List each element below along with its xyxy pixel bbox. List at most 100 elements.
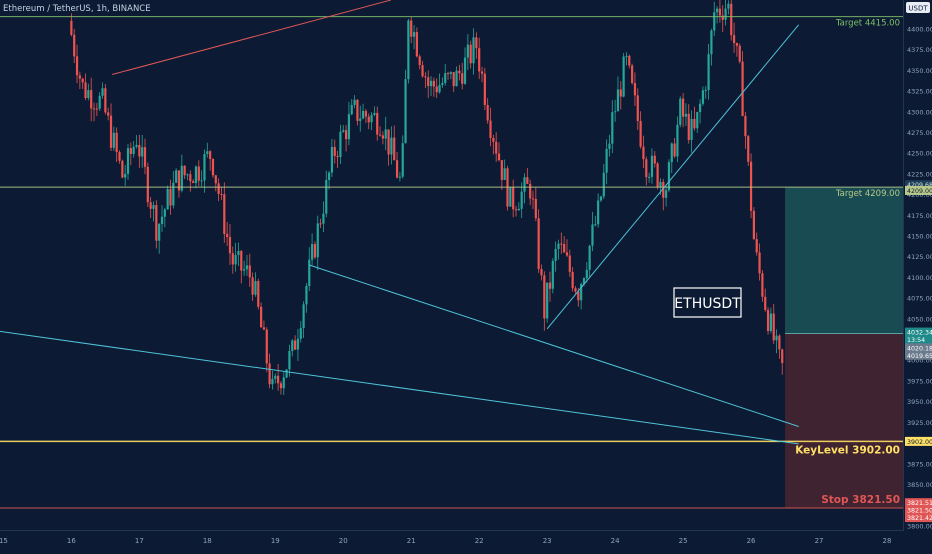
price-tick-label: 4225.00 [907, 170, 932, 178]
price-tick-label: 4150.00 [907, 233, 932, 241]
candle-body [203, 153, 206, 181]
candle-body [381, 135, 384, 139]
candle-body [429, 80, 433, 87]
time-tick-label: 19 [271, 537, 280, 545]
price-tag-label: 4019.65 [907, 353, 932, 360]
candle-body [475, 37, 478, 49]
candle-body [166, 189, 169, 210]
price-tag-label: 4032.34 [907, 330, 932, 337]
candle-body [427, 77, 430, 87]
candle-body [325, 179, 328, 214]
candle-body [384, 129, 387, 139]
candle-body [200, 180, 203, 182]
candle-body [305, 285, 308, 305]
candle-body [353, 99, 356, 105]
candle-body [254, 281, 257, 295]
price-tick-label: 4050.00 [907, 315, 932, 323]
candle-body [588, 245, 591, 270]
candle-body [704, 89, 707, 91]
trendline-1 [0, 330, 799, 445]
candle-body [418, 56, 421, 66]
candle-body [585, 269, 588, 279]
candle-body [614, 111, 617, 113]
candle-body [209, 151, 212, 160]
candle-body [277, 375, 280, 384]
candle-body [214, 175, 217, 184]
candle-body [404, 79, 407, 144]
candle-body [766, 309, 770, 331]
candle-body [327, 172, 331, 180]
candle-body [197, 166, 200, 181]
candle-body [551, 260, 554, 289]
candle-body [633, 83, 637, 96]
candle-body [540, 269, 543, 276]
price-tick-label: 3875.00 [907, 460, 932, 468]
candle-body [285, 369, 288, 378]
candle-body [412, 32, 416, 37]
candle-body [186, 174, 189, 176]
candle-body [565, 252, 569, 256]
candle-body [495, 141, 498, 154]
candle-body [217, 183, 220, 194]
candle-body [656, 163, 659, 188]
time-tick-label: 16 [67, 537, 76, 545]
candle-body [271, 378, 274, 385]
candle-body [104, 88, 107, 113]
candle-body [169, 189, 172, 206]
candle-body [189, 174, 192, 182]
candle-body [758, 252, 761, 274]
candle-body [92, 108, 96, 110]
candle-body [486, 104, 489, 121]
target-mid-label: Target 4209.00 [835, 189, 900, 199]
candle-body [192, 181, 195, 184]
candle-body [194, 166, 198, 184]
time-tick-label: 27 [815, 537, 824, 545]
currency-badge[interactable] [906, 2, 930, 13]
price-tag-label: 3902.00 [907, 439, 932, 446]
candle-body [265, 329, 268, 364]
candle-body [741, 61, 744, 117]
candle-body [330, 146, 334, 173]
price-axis[interactable] [904, 0, 932, 550]
candle-body [472, 37, 475, 64]
trendline-4 [112, 0, 391, 76]
candle-body [744, 116, 747, 137]
candle-body [449, 72, 452, 74]
candle-body [143, 147, 147, 167]
candle-body [534, 198, 537, 219]
candle-body [435, 86, 438, 93]
candle-body [172, 182, 175, 206]
candle-body [279, 383, 283, 389]
candle-body [387, 129, 390, 155]
candle-body [316, 223, 319, 258]
candle-body [342, 130, 345, 132]
candle-body [761, 273, 764, 297]
candle-body [503, 168, 506, 180]
candle-body [517, 208, 520, 211]
candle-body [616, 89, 620, 112]
candle-body [367, 116, 370, 123]
candle-body [665, 190, 668, 198]
candle-body [469, 44, 472, 64]
candle-body [294, 340, 297, 350]
candle-body [512, 187, 515, 210]
candle-body [452, 72, 455, 87]
key-level-label: KeyLevel 3902.00 [795, 444, 900, 456]
candle-body [282, 377, 285, 389]
horizontal-levels [0, 16, 904, 509]
candle-body [344, 130, 348, 140]
time-axis-ticks[interactable]: 15 16 17 18 19 20 21 22 23 24 25 26 27 28 [0, 537, 891, 545]
candle-body [407, 20, 410, 80]
candle-body [605, 148, 608, 173]
annotation-box[interactable]: ETHUSDT [673, 287, 742, 318]
candle-body [574, 288, 577, 292]
level-labels: Target 4415.00 Target 4209.00 KeyLevel 390… [795, 19, 900, 506]
candle-body [529, 183, 532, 199]
candle-body [599, 196, 603, 201]
candle-body [291, 340, 294, 351]
candle-body [446, 73, 450, 75]
candle-body [568, 255, 571, 272]
candle-body [73, 34, 76, 57]
